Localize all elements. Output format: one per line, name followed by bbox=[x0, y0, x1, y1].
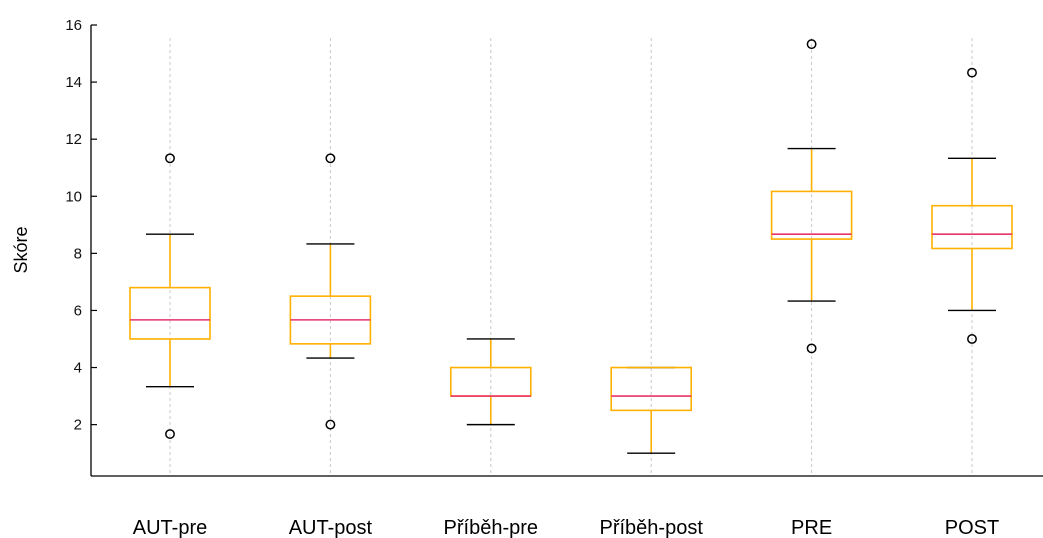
x-tick-label: POST bbox=[945, 517, 999, 538]
boxes bbox=[129, 39, 1013, 454]
x-tick-labels: AUT-pre AUT-post Příběh-pre Příběh-post PRE P… bbox=[133, 517, 999, 538]
x-tick-label: Příběh-pre bbox=[444, 517, 539, 538]
y-tick-label: 8 bbox=[74, 245, 82, 262]
box-iqr bbox=[931, 204, 1013, 250]
y-tick-label: 12 bbox=[65, 131, 82, 148]
box-iqr bbox=[610, 366, 693, 412]
grid-lines bbox=[169, 38, 973, 476]
y-tick-label: 10 bbox=[65, 188, 82, 205]
axes bbox=[90, 25, 1043, 477]
y-tick-label: 2 bbox=[74, 417, 82, 434]
y-axis-title: Skóre bbox=[11, 226, 31, 273]
y-tick-label: 14 bbox=[65, 74, 82, 91]
outlier-point bbox=[967, 334, 977, 344]
outlier-point bbox=[165, 153, 175, 164]
y-tick-label: 16 bbox=[65, 17, 82, 34]
y-tick-label: 6 bbox=[74, 302, 82, 319]
box-iqr bbox=[770, 190, 853, 240]
outlier-point bbox=[165, 429, 175, 439]
outlier-point bbox=[325, 419, 336, 430]
outlier-point bbox=[806, 39, 817, 50]
x-tick-label: Příběh-post bbox=[600, 517, 704, 538]
outlier-point bbox=[967, 67, 977, 78]
x-tick-label: AUT-post bbox=[289, 517, 373, 538]
box-iqr bbox=[129, 286, 211, 340]
x-tick-label: PRE bbox=[791, 517, 832, 538]
outlier-point bbox=[325, 153, 336, 164]
y-ticks: 2 4 6 8 10 12 14 16 bbox=[65, 17, 97, 434]
x-tick-label: AUT-pre bbox=[133, 517, 207, 538]
y-tick-label: 4 bbox=[74, 360, 82, 377]
outlier-point bbox=[806, 343, 817, 354]
